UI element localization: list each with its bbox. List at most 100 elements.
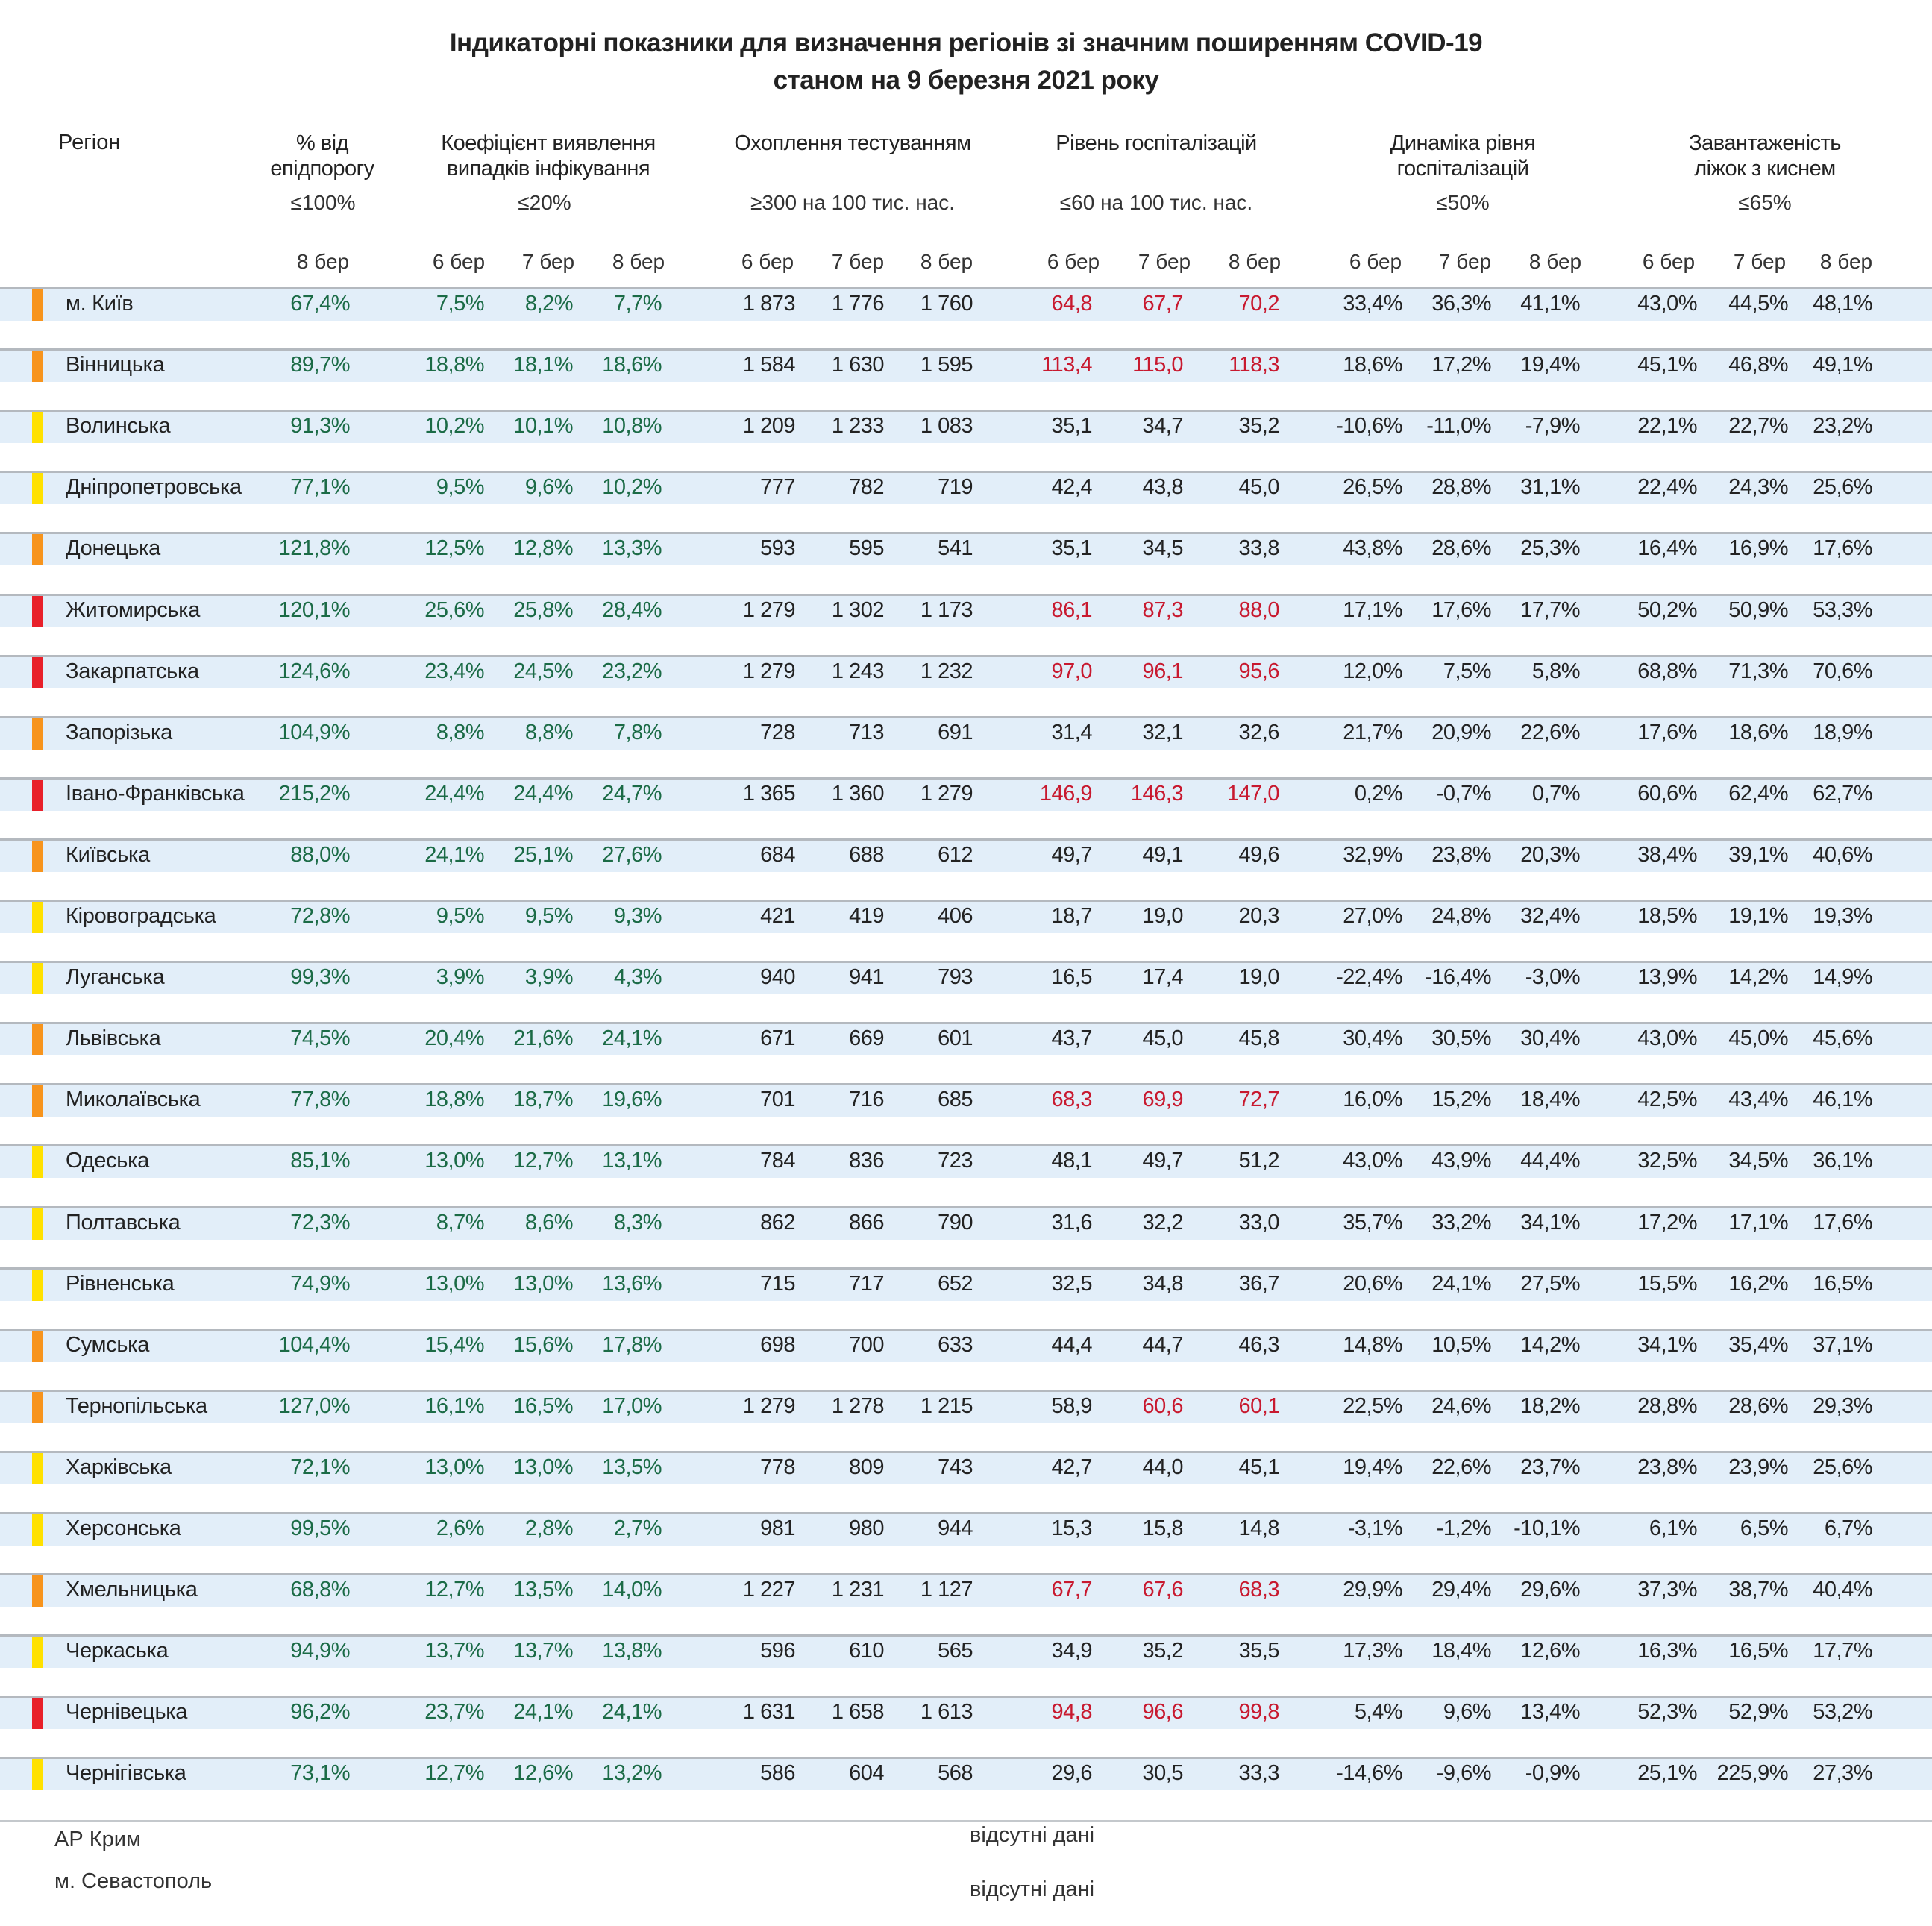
cell-beds: 53,3% bbox=[1813, 597, 1872, 622]
date-label-d6: 6 бер bbox=[741, 250, 794, 273]
cell-hosp: 68,3 bbox=[1051, 1088, 1093, 1112]
cell-hosp: 49,1 bbox=[1142, 842, 1184, 867]
date-label-d6: 6 бер bbox=[1642, 250, 1696, 273]
cell-beds: 50,2% bbox=[1637, 597, 1697, 622]
cell-hosp: 44,0 bbox=[1142, 1455, 1184, 1479]
cell-testing: 1 243 bbox=[831, 659, 885, 683]
cell-testing: 1 360 bbox=[831, 781, 885, 806]
header-beds-line2: ліжок з киснем bbox=[1694, 157, 1836, 181]
cell-detect: 8,2% bbox=[524, 292, 574, 316]
row-band bbox=[0, 1267, 1932, 1301]
cell-detect: 25,8% bbox=[513, 597, 573, 622]
cell-dyn: 18,4% bbox=[1520, 1088, 1580, 1112]
cell-beds: 44,5% bbox=[1728, 292, 1788, 316]
cell-testing: 586 bbox=[760, 1761, 795, 1786]
cell-dyn: 10,5% bbox=[1431, 1332, 1491, 1357]
cell-beds: 16,9% bbox=[1728, 536, 1788, 561]
cell-dyn: 17,7% bbox=[1520, 597, 1580, 622]
cell-detect: 3,9% bbox=[436, 965, 485, 990]
cell-beds: 18,9% bbox=[1813, 720, 1872, 744]
region-name: Одеська bbox=[66, 1149, 149, 1173]
cell-detect: 18,6% bbox=[602, 353, 662, 377]
cell-dyn: 15,2% bbox=[1431, 1088, 1491, 1112]
cell-dyn: 27,0% bbox=[1343, 904, 1402, 928]
table-row: Херсонська 99,5% 2,6% 2,8% 2,7% 981 980 944 15,3… bbox=[0, 1512, 1932, 1573]
cell-testing: 700 bbox=[849, 1332, 884, 1357]
row-band bbox=[0, 1083, 1932, 1117]
date-label-d8: 8 бер bbox=[612, 250, 665, 273]
cell-dyn: -10,1% bbox=[1514, 1516, 1580, 1540]
row-band bbox=[0, 1450, 1932, 1484]
region-name: Волинська bbox=[66, 414, 171, 439]
cell-beds: 37,1% bbox=[1813, 1332, 1872, 1357]
table-row: Закарпатська 124,6% 23,4% 24,5% 23,2% 1 279 1 … bbox=[0, 654, 1932, 716]
cell-hosp: 60,1 bbox=[1238, 1393, 1280, 1418]
cell-testing: 565 bbox=[938, 1639, 973, 1663]
risk-level-indicator bbox=[32, 412, 43, 444]
cell-beds: 13,9% bbox=[1637, 965, 1697, 990]
cell-dyn: 26,5% bbox=[1343, 475, 1402, 500]
row-band bbox=[0, 900, 1932, 933]
cell-beds: 17,1% bbox=[1728, 1210, 1788, 1235]
cell-beds: 28,6% bbox=[1728, 1393, 1788, 1418]
cell-beds: 16,2% bbox=[1728, 1271, 1788, 1296]
cell-epi: 121,8% bbox=[278, 536, 351, 561]
cell-detect: 7,5% bbox=[436, 292, 485, 316]
cell-epi: 89,7% bbox=[290, 353, 350, 377]
cell-hosp: 30,5 bbox=[1142, 1761, 1184, 1786]
table-row: Івано-Франківська 215,2% 24,4% 24,4% 24,7% 1 … bbox=[0, 777, 1932, 838]
cell-dyn: 19,4% bbox=[1343, 1455, 1402, 1479]
risk-level-indicator bbox=[32, 534, 43, 566]
cell-testing: 1 279 bbox=[742, 659, 796, 683]
cell-testing: 612 bbox=[938, 842, 973, 867]
cell-testing: 596 bbox=[760, 1639, 795, 1663]
date-label-d8: 8 бер bbox=[1819, 250, 1873, 273]
cell-beds: 50,9% bbox=[1728, 597, 1788, 622]
cell-testing: 541 bbox=[938, 536, 973, 561]
region-name: Сумська bbox=[66, 1332, 150, 1357]
cell-beds: 6,1% bbox=[1649, 1516, 1698, 1540]
cell-beds: 71,3% bbox=[1728, 659, 1788, 683]
cell-hosp: 33,3 bbox=[1238, 1761, 1280, 1786]
row-band bbox=[0, 348, 1932, 383]
cell-dyn: 17,1% bbox=[1343, 597, 1402, 622]
region-name: м. Київ bbox=[66, 292, 134, 316]
cell-beds: 45,0% bbox=[1728, 1026, 1788, 1051]
cell-detect: 17,0% bbox=[602, 1393, 662, 1418]
cell-hosp: 88,0 bbox=[1238, 597, 1280, 622]
cell-detect: 23,7% bbox=[424, 1700, 484, 1725]
cell-dyn: 18,4% bbox=[1431, 1639, 1491, 1663]
cell-testing: 1 365 bbox=[742, 781, 796, 806]
cell-dyn: 14,8% bbox=[1343, 1332, 1402, 1357]
region-name: Кіровоградська bbox=[66, 904, 216, 928]
cell-beds: 46,8% bbox=[1728, 353, 1788, 377]
cell-beds: 40,6% bbox=[1813, 842, 1872, 867]
cell-dyn: -0,9% bbox=[1525, 1761, 1581, 1786]
cell-detect: 12,7% bbox=[424, 1761, 484, 1786]
cell-detect: 13,0% bbox=[424, 1271, 484, 1296]
cell-hosp: 58,9 bbox=[1051, 1393, 1093, 1418]
cell-beds: 36,1% bbox=[1813, 1149, 1872, 1173]
cell-beds: 62,7% bbox=[1813, 781, 1872, 806]
cell-dyn: 23,8% bbox=[1431, 842, 1491, 867]
table-row: Тернопільська 127,0% 16,1% 16,5% 17,0% 1 279 1… bbox=[0, 1389, 1932, 1451]
cell-dyn: -11,0% bbox=[1426, 414, 1491, 439]
cell-beds: 15,5% bbox=[1637, 1271, 1697, 1296]
region-name: Миколаївська bbox=[66, 1088, 201, 1112]
cell-detect: 24,1% bbox=[602, 1700, 662, 1725]
cell-beds: 52,3% bbox=[1637, 1700, 1697, 1725]
footer-no-data: відсутні дані bbox=[970, 1878, 1095, 1901]
cell-testing: 419 bbox=[849, 904, 884, 928]
cell-dyn: 24,1% bbox=[1431, 1271, 1491, 1296]
cell-hosp: 29,6 bbox=[1051, 1761, 1093, 1786]
cell-hosp: 35,2 bbox=[1238, 414, 1280, 439]
cell-epi: 124,6% bbox=[278, 659, 351, 683]
region-name: Херсонська bbox=[66, 1516, 181, 1540]
cell-detect: 10,2% bbox=[602, 475, 662, 500]
cell-beds: 25,6% bbox=[1813, 1455, 1872, 1479]
region-name: Житомирська bbox=[66, 597, 201, 622]
cell-beds: 17,6% bbox=[1813, 1210, 1872, 1235]
table-row: Дніпропетровська 77,1% 9,5% 9,6% 10,2% 777 782… bbox=[0, 471, 1932, 532]
cell-beds: 35,4% bbox=[1728, 1332, 1788, 1357]
cell-hosp: 118,3 bbox=[1229, 353, 1279, 377]
